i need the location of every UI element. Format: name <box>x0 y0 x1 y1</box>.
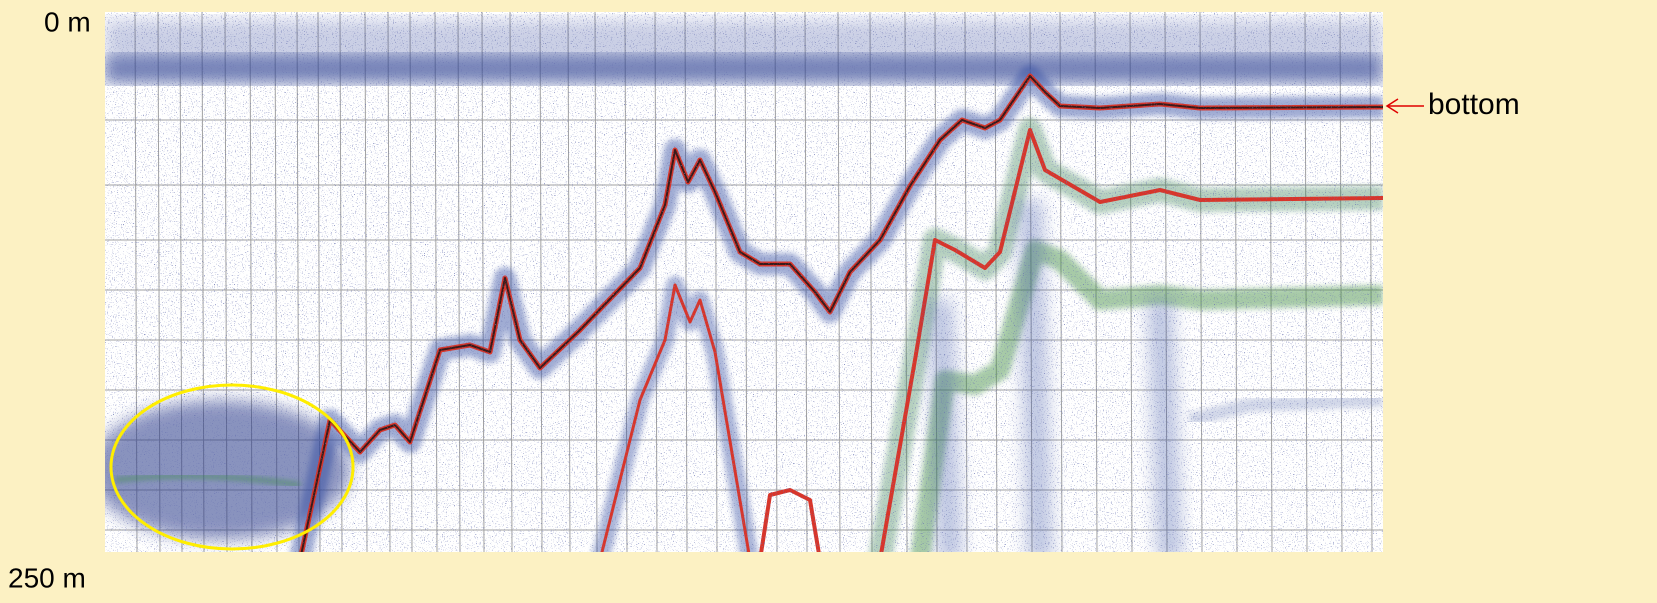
echogram <box>90 12 1383 560</box>
page: {"labels": {"depth_top": "0 m", "depth_b… <box>0 0 1657 603</box>
echogram-slide: 0 m 250 m bottom <box>0 0 1657 603</box>
depth-top-label: 0 m <box>44 6 91 37</box>
depth-bottom-label: 250 m <box>8 562 86 593</box>
bottom-annotation: bottom <box>1428 88 1520 121</box>
speckle-noise <box>105 12 1383 552</box>
bottom-arrow <box>1387 99 1424 113</box>
